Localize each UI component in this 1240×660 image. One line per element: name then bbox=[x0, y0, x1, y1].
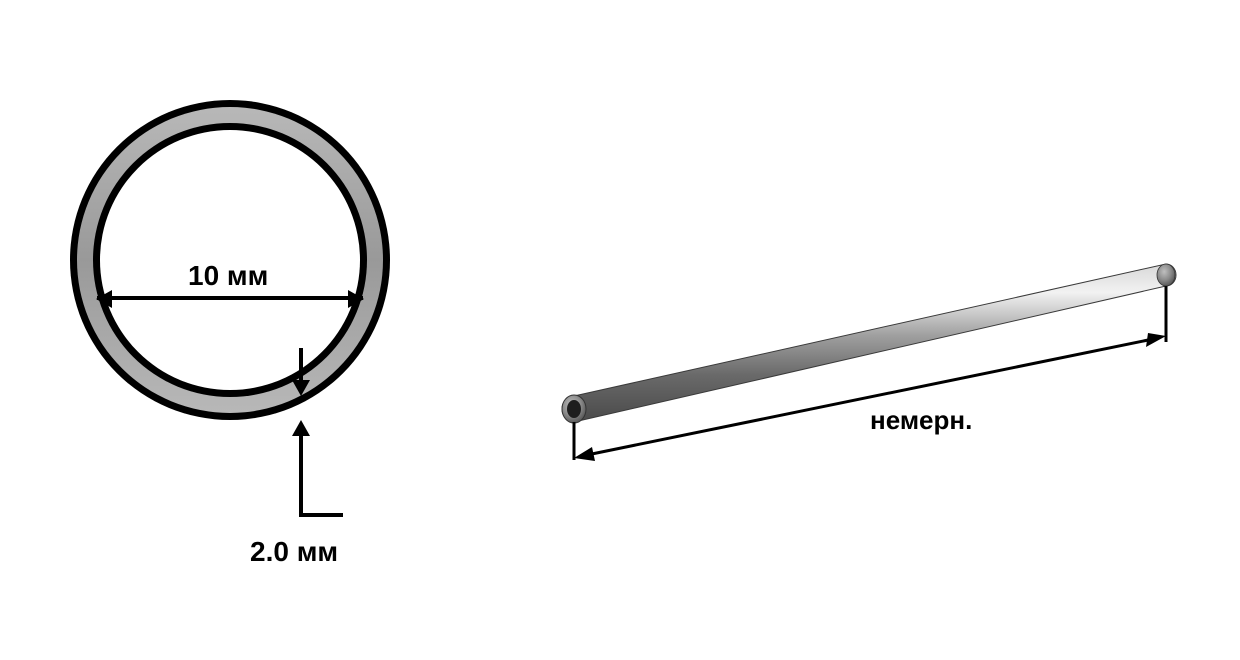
thickness-label: 2.0 мм bbox=[250, 536, 338, 568]
thickness-arrow-down-icon bbox=[292, 348, 310, 398]
diameter-label: 10 мм bbox=[188, 260, 268, 292]
thickness-leader-vertical bbox=[299, 440, 303, 516]
tube-hole-near bbox=[567, 400, 581, 418]
thickness-leader-horizontal bbox=[299, 513, 343, 517]
ring-outer-border: 10 мм bbox=[70, 100, 390, 420]
diagram-container: 10 мм 2.0 мм bbox=[0, 0, 1240, 660]
length-label: немерн. bbox=[870, 405, 972, 436]
length-arrow-right-icon bbox=[1146, 333, 1166, 347]
diameter-arrow-right-icon bbox=[348, 290, 366, 308]
tube-3d bbox=[540, 250, 1180, 470]
diameter-arrow-left-icon bbox=[96, 290, 114, 308]
cross-section: 10 мм 2.0 мм bbox=[70, 100, 390, 420]
length-arrow-left-icon bbox=[574, 447, 595, 461]
diameter-line bbox=[97, 296, 363, 300]
tube-svg bbox=[540, 250, 1200, 490]
tube-end-far bbox=[1157, 264, 1175, 286]
